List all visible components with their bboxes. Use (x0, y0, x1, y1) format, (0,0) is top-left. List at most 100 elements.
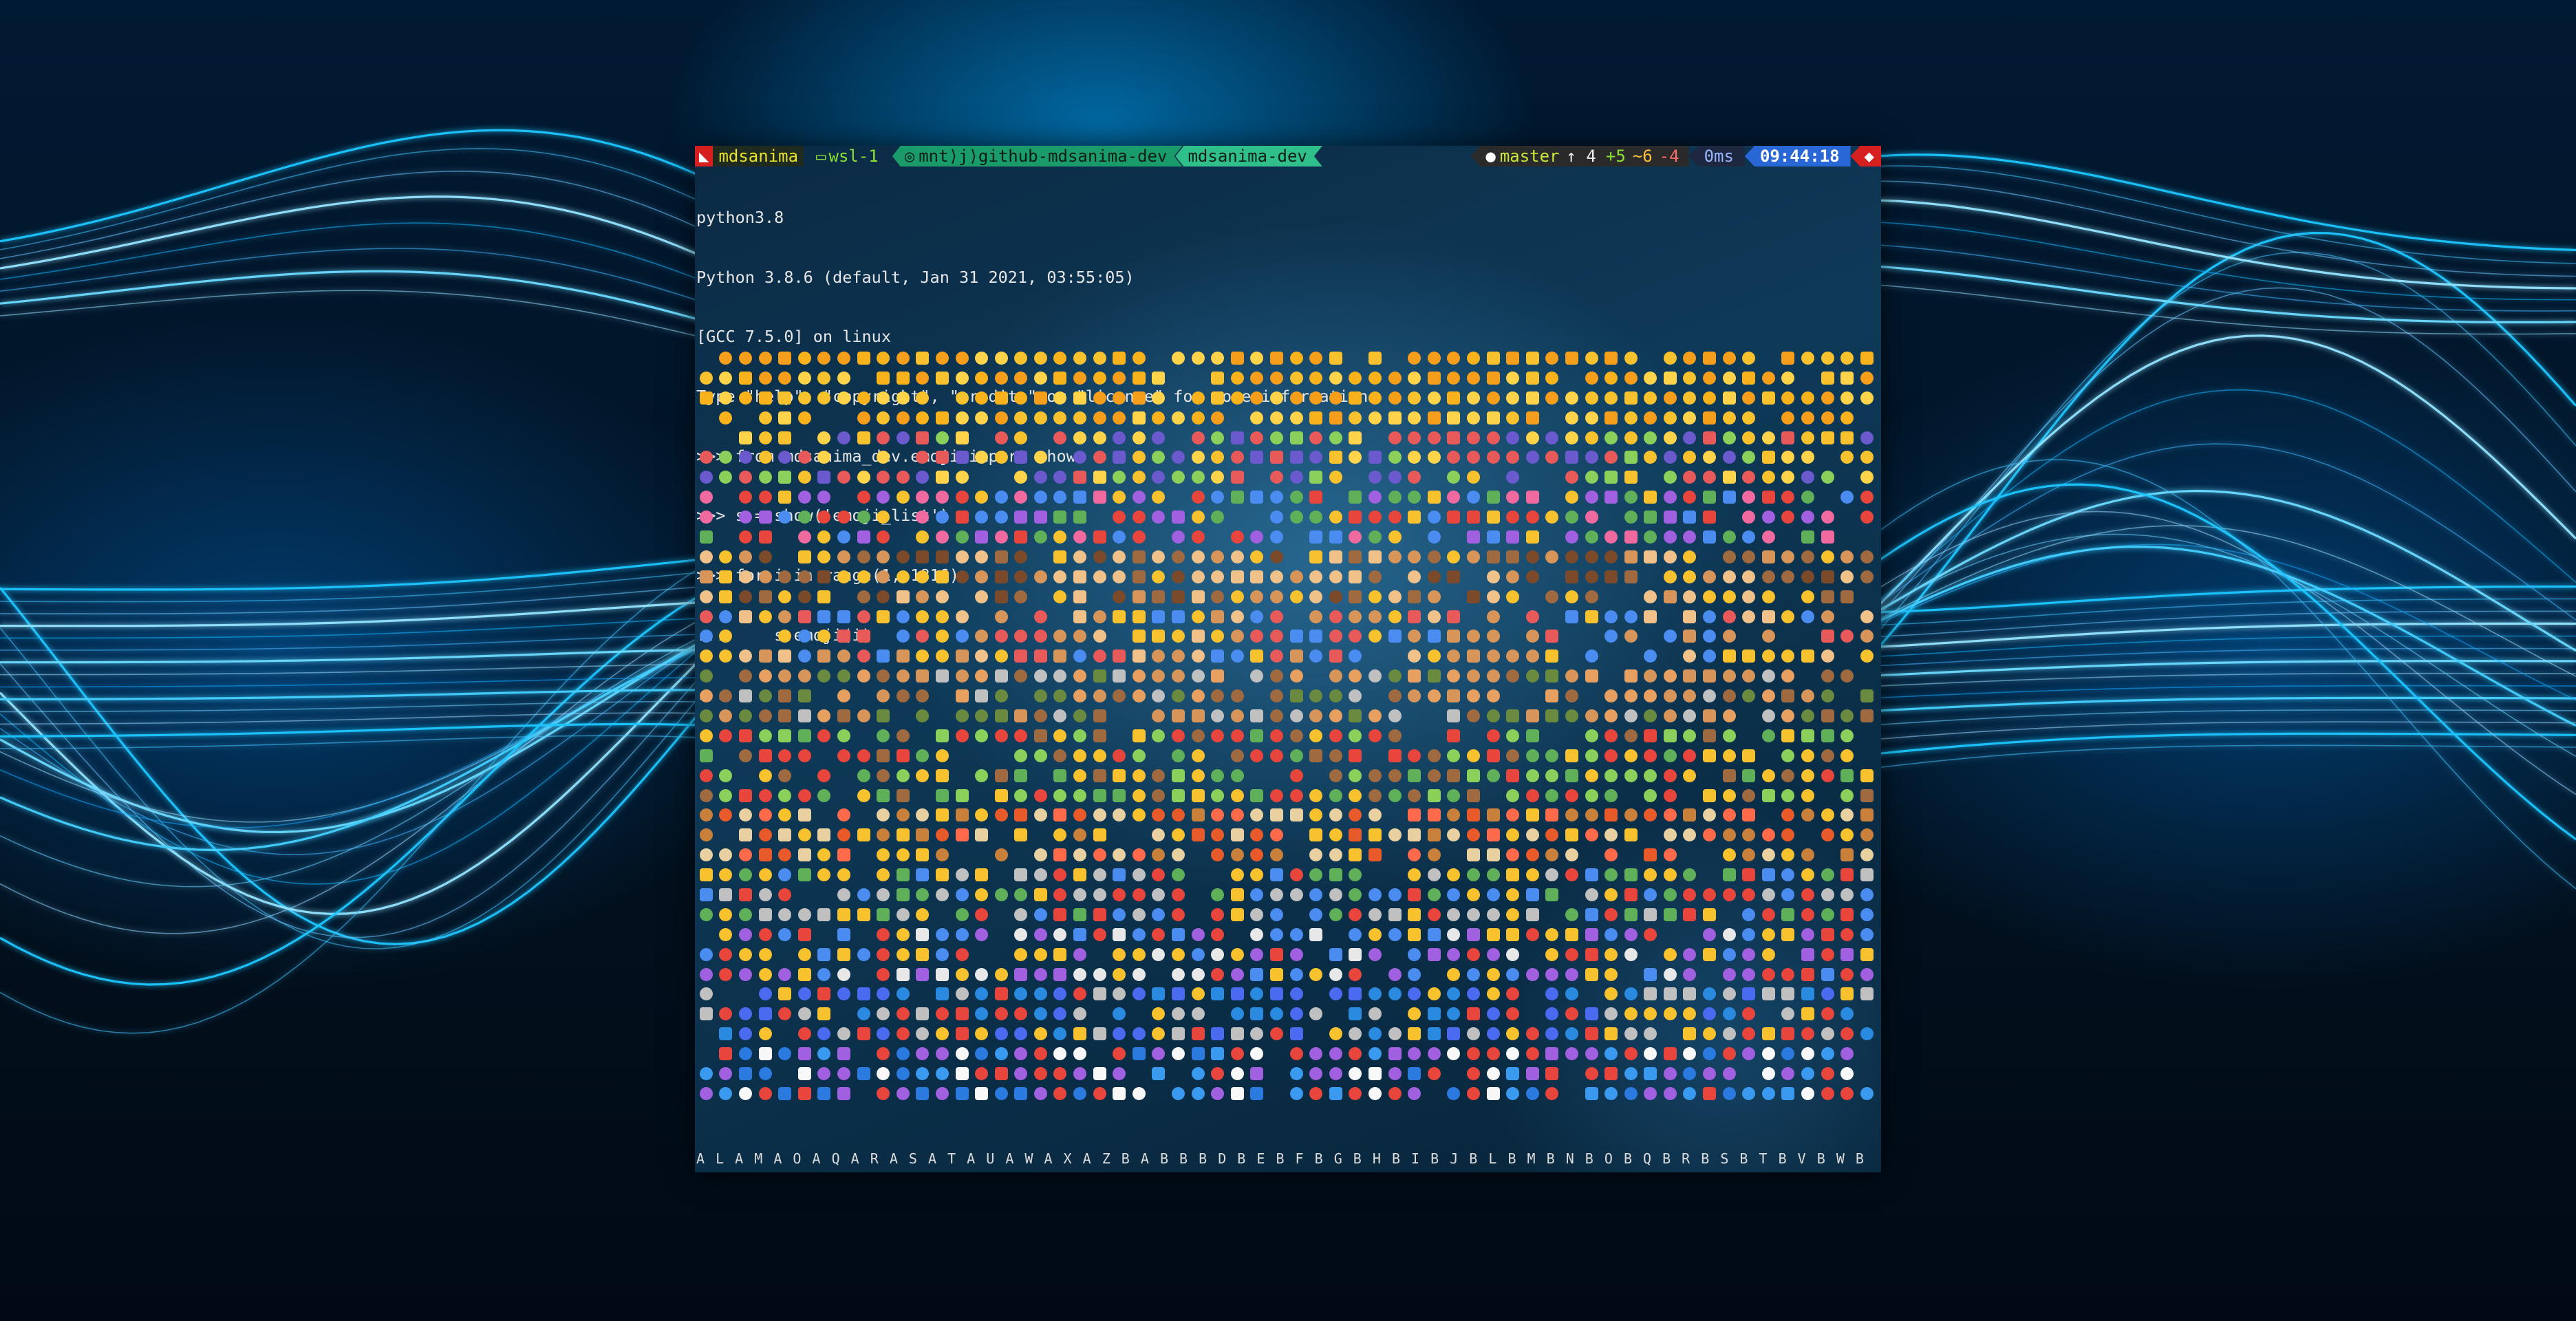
emoji-glyph (1168, 925, 1188, 945)
emoji-glyph (716, 646, 736, 666)
emoji-glyph (1680, 507, 1700, 527)
emoji-glyph (834, 686, 854, 706)
emoji-glyph (1424, 865, 1444, 885)
emoji-glyph (696, 766, 716, 786)
emoji-glyph (1601, 686, 1621, 706)
emoji-glyph (1680, 428, 1700, 448)
emoji-glyph (696, 587, 716, 607)
emoji-glyph (1149, 527, 1169, 547)
emoji-glyph (1779, 985, 1799, 1005)
emoji-glyph (1463, 805, 1483, 825)
emoji-glyph (1326, 567, 1346, 587)
emoji-glyph (1365, 726, 1385, 746)
emoji-glyph (854, 965, 874, 985)
emoji-glyph (1227, 925, 1247, 945)
emoji-glyph (1287, 587, 1307, 607)
emoji-glyph (1129, 965, 1149, 985)
emoji-glyph (716, 666, 736, 686)
terminal-window[interactable]: ◣ mdsanima ▭ wsl-1 ◎ mnt ⟩ j ⟩ github-md… (695, 146, 1881, 1172)
emoji-glyph (1483, 527, 1503, 547)
emoji-glyph (854, 547, 874, 567)
emoji-glyph (913, 1044, 933, 1064)
emoji-glyph (1208, 965, 1227, 985)
console-line: Python 3.8.6 (default, Jan 31 2021, 03:5… (696, 267, 1135, 287)
emoji-glyph (1011, 1004, 1031, 1024)
emoji-glyph (1641, 408, 1661, 428)
emoji-glyph (913, 766, 933, 786)
emoji-glyph (1857, 487, 1877, 507)
emoji-glyph (1857, 388, 1877, 408)
emoji-glyph (775, 965, 795, 985)
emoji-glyph (1188, 607, 1208, 627)
emoji-glyph (854, 905, 874, 925)
emoji-glyph (834, 368, 854, 388)
emoji-glyph (1503, 487, 1523, 507)
emoji-glyph (1699, 626, 1719, 646)
emoji-glyph (696, 626, 716, 646)
emoji-row (696, 567, 1877, 587)
emoji-glyph (913, 905, 933, 925)
emoji-glyph (1483, 487, 1503, 507)
emoji-glyph (1818, 766, 1838, 786)
emoji-glyph (1326, 805, 1346, 825)
emoji-glyph (1680, 607, 1700, 627)
emoji-glyph (1483, 447, 1503, 467)
emoji-glyph (815, 786, 835, 806)
emoji-glyph (795, 845, 815, 865)
emoji-glyph (1031, 925, 1051, 945)
emoji-glyph (1798, 646, 1818, 666)
emoji-glyph (1385, 527, 1405, 547)
emoji-glyph (1562, 885, 1582, 905)
emoji-glyph (1463, 686, 1483, 706)
emoji-glyph (1424, 607, 1444, 627)
emoji-glyph (1857, 646, 1877, 666)
emoji-glyph (1149, 865, 1169, 885)
emoji-glyph (1129, 706, 1149, 726)
emoji-glyph (1523, 825, 1543, 845)
emoji-glyph (1699, 1004, 1719, 1024)
emoji-glyph (1798, 447, 1818, 467)
emoji-glyph (1503, 786, 1523, 806)
emoji-glyph (893, 408, 913, 428)
emoji-glyph (893, 726, 913, 746)
emoji-glyph (1168, 507, 1188, 527)
emoji-glyph (1247, 567, 1267, 587)
emoji-glyph (1188, 786, 1208, 806)
emoji-glyph (1621, 607, 1641, 627)
emoji-glyph (893, 368, 913, 388)
emoji-glyph (1444, 388, 1464, 408)
emoji-glyph (1385, 587, 1405, 607)
emoji-glyph (1582, 706, 1602, 726)
emoji-glyph (736, 1084, 755, 1104)
emoji-glyph (775, 786, 795, 806)
emoji-glyph (1601, 428, 1621, 448)
emoji-glyph (755, 1064, 775, 1084)
emoji-glyph (893, 766, 913, 786)
emoji-glyph (1149, 388, 1169, 408)
emoji-glyph (1739, 428, 1759, 448)
emoji-glyph (1090, 845, 1110, 865)
emoji-glyph (1188, 965, 1208, 985)
emoji-glyph (913, 587, 933, 607)
emoji-glyph (1168, 408, 1188, 428)
emoji-glyph (1562, 626, 1582, 646)
emoji-glyph (1031, 885, 1051, 905)
emoji-glyph (1483, 408, 1503, 428)
emoji-glyph (932, 925, 952, 945)
emoji-glyph (1424, 408, 1444, 428)
emoji-glyph (1267, 825, 1287, 845)
emoji-glyph (932, 447, 952, 467)
emoji-glyph (1621, 726, 1641, 746)
emoji-glyph (1818, 626, 1838, 646)
emoji-glyph (972, 726, 991, 746)
emoji-glyph (1326, 726, 1346, 746)
emoji-glyph (1837, 646, 1857, 666)
emoji-glyph (1051, 925, 1071, 945)
emoji-glyph (736, 985, 755, 1005)
emoji-glyph (736, 527, 755, 547)
emoji-glyph (755, 865, 775, 885)
emoji-glyph (1109, 686, 1129, 706)
emoji-glyph (1463, 766, 1483, 786)
emoji-glyph (991, 547, 1011, 567)
emoji-glyph (854, 726, 874, 746)
